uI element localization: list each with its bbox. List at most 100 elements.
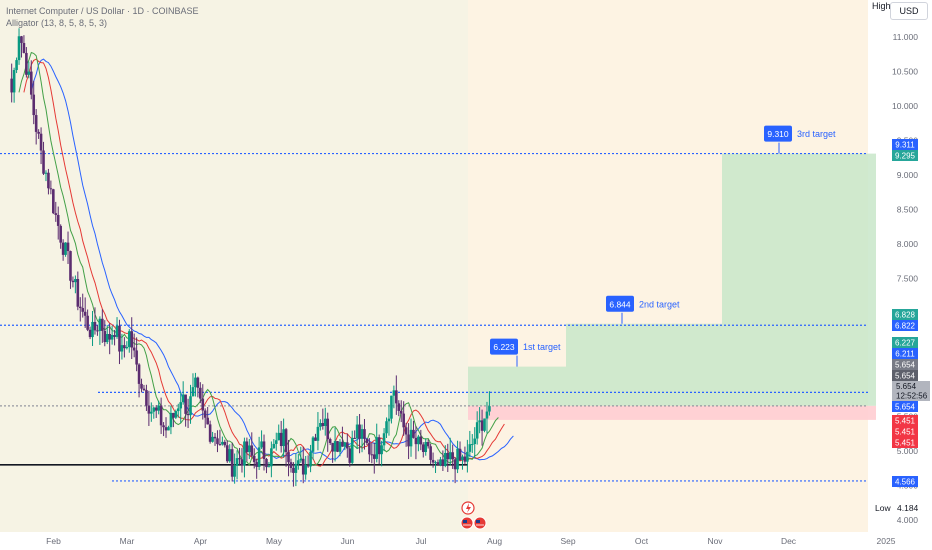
horizontal-lines [0,152,868,482]
candle-body [299,458,303,461]
candle-body [176,408,180,412]
candle-body [228,449,232,462]
y-axis: 4.0004.5005.0005.5006.0006.5007.0007.500… [892,32,918,525]
candle-body [12,70,16,93]
candle-body [221,441,224,445]
candle-body [463,456,467,462]
candle-body [199,387,202,399]
candle-body [39,133,43,151]
us-flag-icon-canton [463,520,467,523]
candle-body [17,36,21,61]
candle-body [434,462,437,464]
candle-body [252,455,256,463]
price-tag-bg [892,150,918,161]
candle-body [22,42,26,53]
candle-body [301,458,305,475]
price-tag-bg [892,401,918,412]
candle-body [194,377,197,388]
x-tick-label: Feb [46,536,61,546]
candle-body [250,445,254,456]
candle-body [184,394,187,414]
candle-body [431,459,435,463]
candle-body [54,213,58,215]
candle-body [118,325,121,352]
price-tag-bg [892,426,918,437]
candle-body [181,394,185,403]
candle-body [341,441,344,447]
axis-background [868,0,932,550]
event-icons[interactable] [460,501,487,530]
candle-body [380,445,383,455]
candle-body [69,251,72,281]
candle-body [130,331,134,348]
x-tick-label: 2025 [877,536,896,546]
candle-body [15,60,18,71]
candle-body [64,242,67,255]
candle-body [206,417,209,425]
candle-body [216,438,219,445]
candle-body [59,225,62,243]
candle-body [208,424,212,442]
x-tick-label: Dec [781,536,797,546]
candle-body [140,383,143,389]
candle-body [135,350,138,365]
candle-body [321,423,325,427]
candle-body [287,452,290,463]
candle-body [377,437,381,455]
candle-body [42,150,45,174]
candle-body [78,306,82,309]
candle-body [289,462,293,468]
x-axis: Feb Mar Apr May Jun Jul Aug Sep Oct Nov Dec 2025 [0,532,932,550]
price-tag-label: 5.451 [895,428,916,437]
candle-body [123,345,126,349]
candle-body [338,441,342,452]
candle-body [429,446,432,460]
candle-body [245,441,249,453]
candle-body [66,242,70,252]
candle-body [397,403,401,411]
candle-body [404,427,408,435]
x-axis-bg [0,532,932,550]
candle-body [456,448,459,470]
candle-body [142,388,146,391]
price-tag-bg [892,359,918,370]
candle-body [488,406,491,412]
price-tag-label: 6.211 [895,350,915,359]
candle-body [284,429,288,453]
price-tag-label: 4.566 [895,478,916,487]
candle-body [458,448,462,461]
candle-body [470,444,474,446]
candle-body [382,433,386,446]
y-tick-label: 10.000 [892,101,918,111]
candle-body [426,442,430,447]
x-tick-label: May [266,536,283,546]
candle-body [44,172,48,174]
x-tick-label: Oct [635,536,649,546]
price-tag-label: 5.451 [895,439,916,448]
candle-body [203,410,207,418]
candle-body [323,418,327,427]
candle-body [213,436,217,439]
price-tag-label: 6.227 [895,339,916,348]
candle-body [395,390,398,404]
candle-body [113,335,116,337]
candle-body [196,377,200,388]
loss-zone [468,405,876,420]
candle-body [91,321,94,338]
high-label: High [872,1,891,11]
countdown-label: 12:52:56 [896,392,928,401]
x-tick-label: Aug [487,536,502,546]
candle-body [52,189,55,214]
x-tick-label: Apr [194,536,207,546]
price-tag-bg [892,415,918,426]
candle-body [387,418,391,422]
candle-body [439,459,442,465]
price-tag-bg [892,139,918,150]
candle-body [475,422,479,439]
candle-body [297,460,300,464]
candle-body [96,330,99,332]
candle-body [154,407,158,411]
candle-body [218,444,222,446]
currency-button[interactable]: USD [890,2,928,20]
